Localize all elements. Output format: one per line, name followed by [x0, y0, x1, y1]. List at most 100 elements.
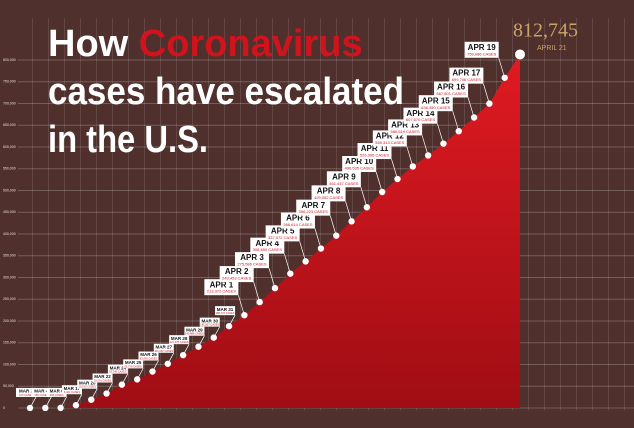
label-box — [16, 387, 36, 397]
date-label: MAR 4 — [34, 389, 48, 394]
date-label: APR 9 — [332, 172, 356, 181]
date-label: APR 1 — [210, 280, 234, 289]
value-label: 308,850 CASES — [253, 247, 282, 252]
date-label: MAR 2 — [19, 389, 33, 394]
value-label: 366,614 CASES — [283, 222, 312, 227]
value-label: 33,276 CASES — [94, 379, 112, 383]
leader-line — [238, 295, 245, 316]
leader-line — [406, 146, 414, 167]
date-label: MAR 22 — [94, 374, 111, 379]
label-box — [138, 351, 159, 361]
grid-group: 0 50,000 100,000 150,000 200,000 250,000 300,0… — [3, 58, 634, 410]
y-tick-label: 350,000 — [3, 254, 16, 258]
value-label: 150 CASES — [34, 393, 48, 397]
leader-line — [182, 343, 190, 356]
value-label: 100 CASES — [19, 393, 33, 397]
value-label: 580,619 CASES — [391, 129, 420, 134]
date-label: MAR 26 — [140, 352, 157, 357]
chart-title: How Coronavirus — [48, 23, 363, 65]
label-box — [434, 81, 469, 98]
y-tick-label: 0 — [3, 406, 5, 410]
leader-line — [360, 187, 368, 208]
leader-line — [253, 281, 261, 303]
label-box — [184, 326, 205, 336]
label-box — [153, 343, 174, 353]
y-tick-label: 550,000 — [3, 167, 16, 171]
label-box — [219, 266, 254, 283]
date-label: APR 6 — [286, 214, 310, 223]
value-label: 759,086 CASES — [467, 51, 496, 56]
date-label: APR 10 — [345, 157, 374, 166]
value-label: 101,657 CASES — [154, 349, 173, 353]
date-label: APR 8 — [317, 186, 341, 195]
leader-line — [75, 394, 83, 406]
leader-line — [152, 360, 159, 372]
value-label: 53,740 CASES — [109, 370, 127, 374]
date-label: APR 3 — [240, 253, 264, 262]
date-label: APR 2 — [225, 267, 249, 276]
y-tick-label: 200,000 — [3, 319, 16, 323]
date-label: APR 15 — [422, 96, 451, 105]
y-tick-label: 450,000 — [3, 210, 16, 214]
value-label: 260 CASES — [50, 393, 64, 397]
date-label: APR 14 — [406, 109, 435, 118]
plot — [26, 49, 525, 412]
leader-line — [106, 382, 113, 394]
leader-line — [329, 215, 337, 236]
leader-line — [467, 97, 475, 118]
leader-line — [60, 396, 67, 409]
date-label: APR 19 — [468, 43, 497, 52]
leader-line — [121, 373, 129, 385]
leader-line — [228, 314, 236, 327]
value-label: 812,745 — [513, 20, 578, 42]
y-tick-label: 750,000 — [3, 80, 16, 84]
value-label: 121,478 CASES — [170, 340, 189, 344]
date-label: MAR 30 — [201, 318, 218, 323]
date-label: APR 5 — [271, 226, 295, 235]
leader-line — [213, 326, 221, 338]
y-tick-label: 700,000 — [3, 101, 16, 105]
date-label: MAR 6 — [50, 389, 64, 394]
y-tick-label: 100,000 — [3, 362, 16, 366]
y-tick-label: 500,000 — [3, 188, 16, 192]
value-label: 161,807 CASES — [200, 323, 219, 327]
label-box — [123, 359, 144, 369]
y-tick-label: 400,000 — [3, 232, 16, 236]
data-point — [515, 49, 525, 60]
date-label: MAR 20 — [79, 380, 96, 385]
label-box — [342, 156, 377, 173]
date-label: MAR 29 — [186, 327, 203, 332]
value-label: 6,421 CASES — [64, 390, 80, 394]
value-label: 667,801 CASES — [436, 91, 465, 96]
leader-line — [437, 123, 444, 144]
label-box — [199, 317, 220, 327]
label-box — [169, 335, 190, 345]
value-label: 275,586 CASES — [237, 262, 266, 267]
date-label: MAR 27 — [156, 344, 173, 349]
value-label: 140,886 CASES — [185, 332, 204, 336]
value-label: 555,313 CASES — [375, 140, 404, 145]
leader-line — [45, 396, 52, 409]
chart-title-line: in the U.S. — [48, 119, 208, 161]
y-tick-label: 50,000 — [3, 384, 14, 388]
label-box — [46, 387, 67, 397]
label-box — [215, 306, 236, 316]
label-box — [107, 364, 128, 374]
y-tick-label: 800,000 — [3, 58, 16, 62]
date-label: APR 16 — [437, 83, 466, 92]
value-label: 337,072 CASES — [268, 235, 297, 240]
leader-line — [345, 201, 352, 222]
label-box — [204, 279, 239, 296]
y-tick-label: 150,000 — [3, 341, 16, 345]
value-label: 429,052 CASES — [314, 195, 343, 200]
value-label: 526,396 CASES — [360, 153, 389, 158]
value-label: 19,100 CASES — [79, 385, 97, 389]
leader-line — [198, 335, 205, 347]
y-tick-label: 300,000 — [3, 275, 16, 279]
leader-line — [498, 57, 506, 78]
date-label: MAR 24 — [110, 365, 127, 370]
value-label: 699,706 CASES — [452, 77, 481, 82]
label-box — [31, 387, 52, 397]
chart-title-line: cases have escalated — [48, 71, 404, 113]
